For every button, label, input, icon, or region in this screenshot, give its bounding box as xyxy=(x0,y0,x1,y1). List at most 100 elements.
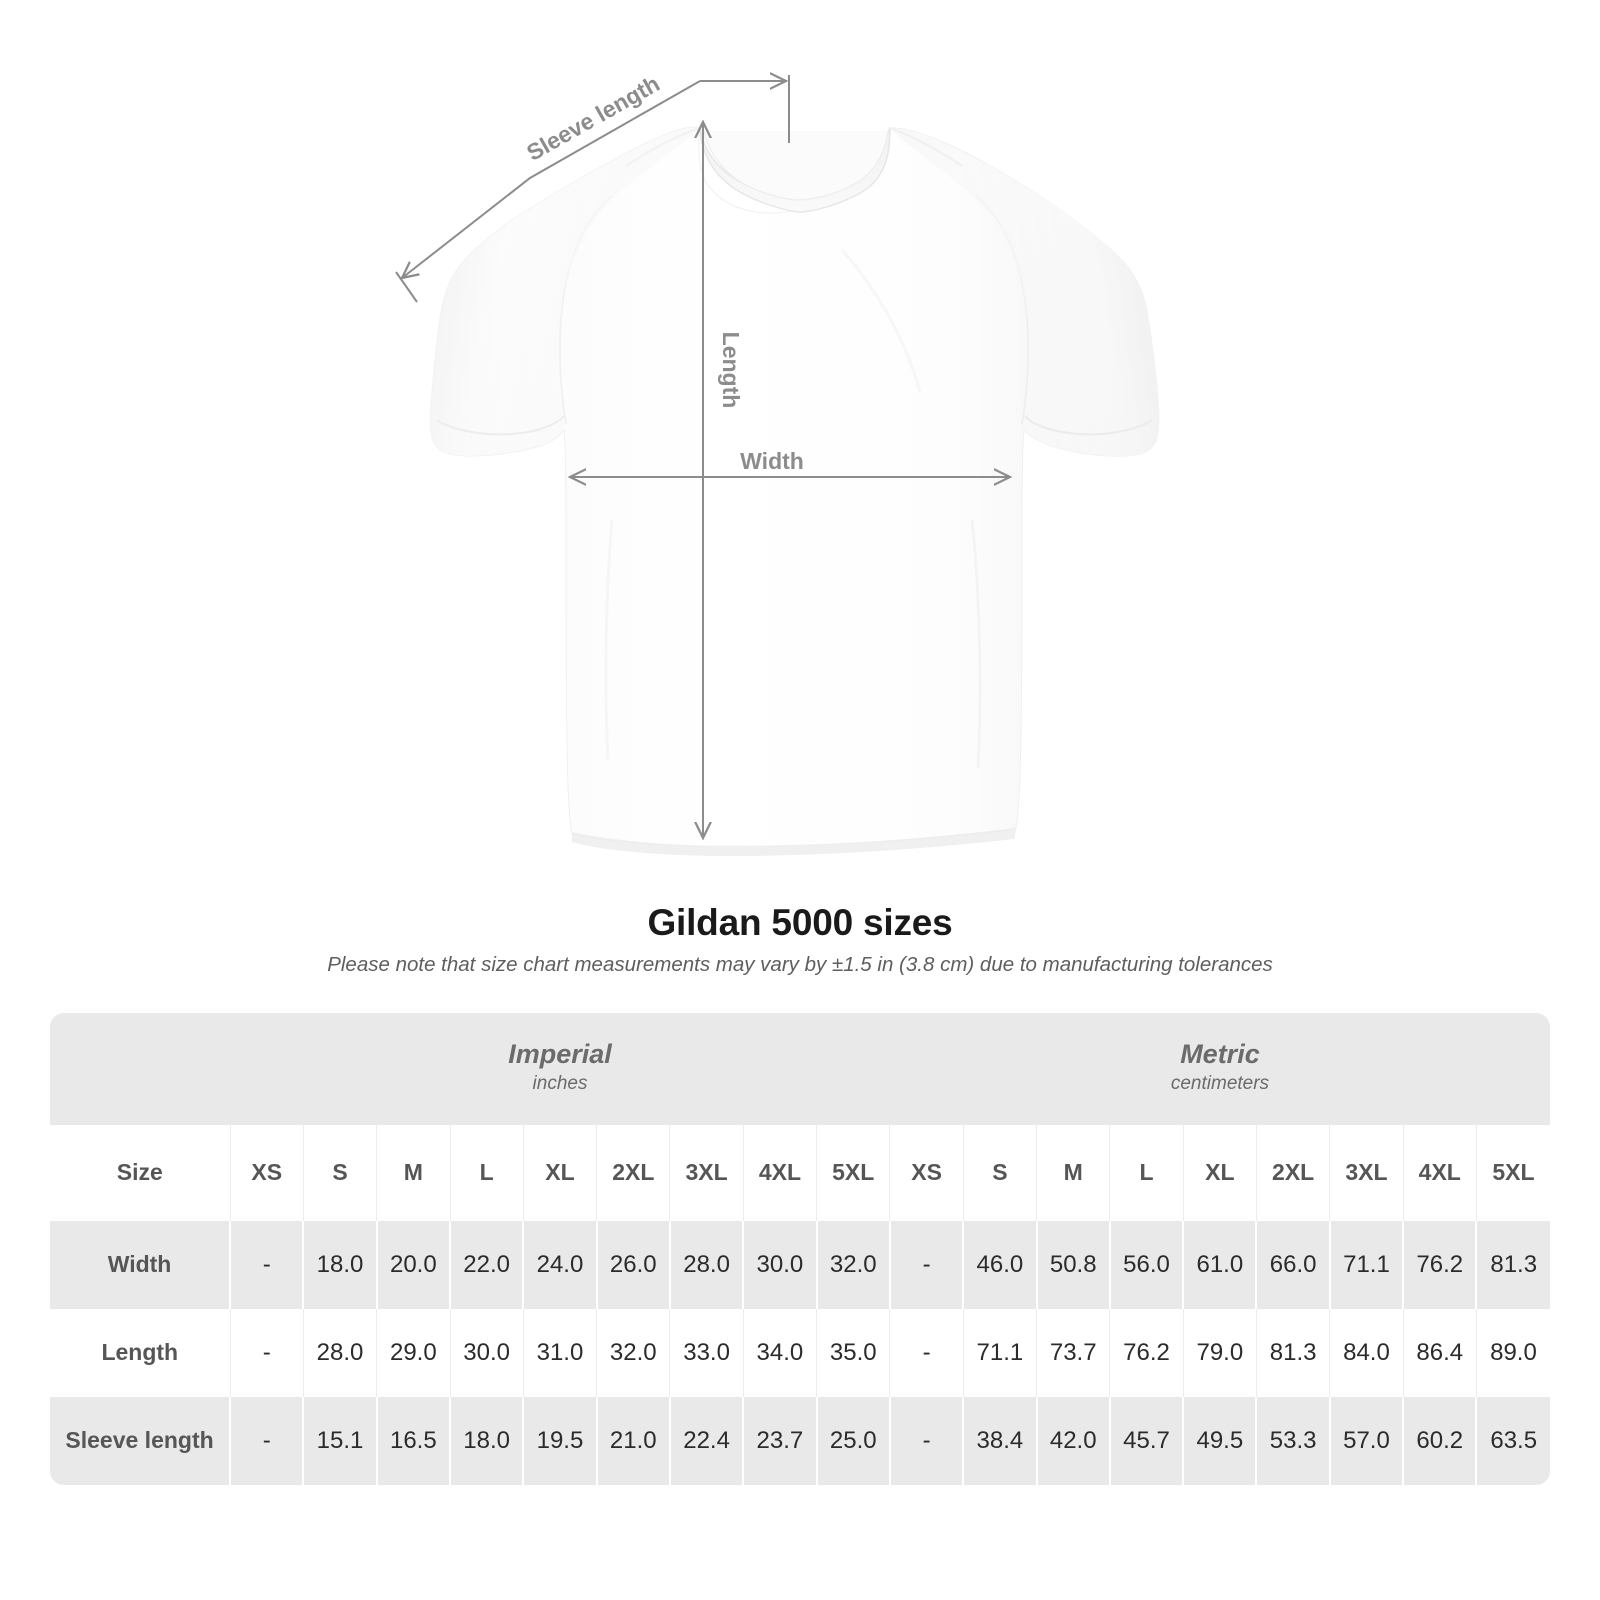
cell-sleeve-length-metric-4xl: 60.2 xyxy=(1403,1396,1478,1485)
cell-length-imperial-xl: 31.0 xyxy=(523,1308,598,1397)
heading-block: Gildan 5000 sizes Please note that size … xyxy=(0,900,1600,979)
cell-width-imperial-xl: 24.0 xyxy=(523,1220,598,1309)
cell-length-metric-2xl: 81.3 xyxy=(1256,1308,1331,1397)
cell-sleeve-length-imperial-3xl: 22.4 xyxy=(669,1396,745,1485)
cell-width-imperial-l: 22.0 xyxy=(450,1220,525,1309)
cell-length-metric-3xl: 84.0 xyxy=(1329,1308,1404,1397)
cell-width-metric-xl: 61.0 xyxy=(1183,1220,1258,1309)
size-header-imperial-xs: XS xyxy=(230,1124,304,1221)
tshirt-right-sleeve xyxy=(890,128,1159,457)
cell-sleeve-length-imperial-xs: - xyxy=(230,1396,305,1485)
cell-width-imperial-3xl: 28.0 xyxy=(669,1220,745,1309)
cell-length-imperial-4xl: 34.0 xyxy=(743,1308,818,1397)
tshirt-left-shoulder-seam xyxy=(625,127,701,167)
tshirt-garment xyxy=(430,126,1160,857)
cell-sleeve-length-imperial-5xl: 25.0 xyxy=(816,1396,891,1485)
cell-sleeve-length-metric-m: 42.0 xyxy=(1036,1396,1111,1485)
cell-width-metric-l: 56.0 xyxy=(1109,1220,1185,1309)
size-header-imperial-xl: XL xyxy=(523,1124,598,1221)
cell-length-imperial-xs: - xyxy=(230,1308,304,1397)
table-row: Width -18.0 20.0 22.0 24.0 26.0 28.0 30.0 32.0-4… xyxy=(50,1220,1550,1309)
size-header-imperial-l: L xyxy=(450,1124,524,1221)
cell-width-metric-5xl: 81.3 xyxy=(1476,1220,1550,1309)
cell-length-imperial-2xl: 32.0 xyxy=(596,1308,671,1397)
size-header-imperial-2xl: 2XL xyxy=(596,1124,671,1221)
row-label-sleeve-length: Sleeve length xyxy=(50,1396,232,1485)
row-label-width: Width xyxy=(50,1220,232,1309)
tshirt-left-sleeve-hem xyxy=(436,415,565,436)
size-header-metric-xl: XL xyxy=(1183,1124,1257,1221)
sleeve-length-arrow xyxy=(402,80,701,278)
size-header-metric-l: L xyxy=(1109,1124,1184,1221)
tolerance-note: Please note that size chart measurements… xyxy=(327,953,1273,977)
cell-length-imperial-s: 28.0 xyxy=(303,1308,378,1397)
tshirt-fold-right xyxy=(970,519,982,769)
cell-sleeve-length-imperial-m: 16.5 xyxy=(376,1396,452,1485)
cell-width-metric-xs: - xyxy=(889,1220,965,1309)
cell-width-imperial-2xl: 26.0 xyxy=(596,1220,671,1309)
cell-length-metric-m: 73.7 xyxy=(1036,1308,1111,1397)
size-header-imperial-5xl: 5XL xyxy=(816,1124,891,1221)
cell-width-imperial-5xl: 32.0 xyxy=(816,1220,891,1309)
cell-length-imperial-l: 30.0 xyxy=(450,1308,524,1397)
size-header-metric-3xl: 3XL xyxy=(1329,1124,1404,1221)
size-header-metric-m: M xyxy=(1036,1124,1111,1221)
size-header-imperial-m: M xyxy=(376,1124,451,1221)
cell-sleeve-length-imperial-l: 18.0 xyxy=(450,1396,525,1485)
cell-length-imperial-3xl: 33.0 xyxy=(669,1308,744,1397)
cell-sleeve-length-imperial-4xl: 23.7 xyxy=(743,1396,818,1485)
unit-row-spacer xyxy=(50,1012,231,1125)
size-header-metric-4xl: 4XL xyxy=(1403,1124,1477,1221)
cell-length-metric-l: 76.2 xyxy=(1109,1308,1184,1397)
tshirt-right-sleeve-hem xyxy=(1024,415,1153,436)
size-table-container: Imperial inches Metric centimeters Size X… xyxy=(50,1012,1550,1485)
cell-length-metric-s: 71.1 xyxy=(963,1308,1038,1397)
size-header-metric-5xl: 5XL xyxy=(1476,1124,1550,1221)
tshirt-fold-left xyxy=(604,519,614,761)
tshirt-illustration: Sleeve length Length Width xyxy=(395,70,1160,857)
cell-length-metric-5xl: 89.0 xyxy=(1476,1308,1550,1397)
row-label-length: Length xyxy=(50,1308,231,1397)
tshirt-hem-shadow xyxy=(572,828,1016,857)
unit-group-imperial-name: Imperial xyxy=(508,1039,612,1070)
cell-width-imperial-xs: - xyxy=(230,1220,305,1309)
cell-sleeve-length-imperial-xl: 19.5 xyxy=(523,1396,598,1485)
unit-group-imperial: Imperial inches xyxy=(230,1012,890,1125)
size-header-imperial-4xl: 4XL xyxy=(743,1124,818,1221)
cell-length-metric-4xl: 86.4 xyxy=(1403,1308,1477,1397)
cell-width-metric-2xl: 66.0 xyxy=(1256,1220,1331,1309)
cell-sleeve-length-metric-xs: - xyxy=(889,1396,965,1485)
tshirt-diagram-svg: Sleeve length Length Width xyxy=(395,70,1160,857)
unit-group-metric-sub: centimeters xyxy=(1170,1073,1270,1095)
tshirt-right-shoulder-seam xyxy=(889,127,963,167)
unit-group-metric: Metric centimeters xyxy=(889,1012,1550,1125)
cell-sleeve-length-metric-2xl: 53.3 xyxy=(1256,1396,1331,1485)
cell-sleeve-length-metric-3xl: 57.0 xyxy=(1329,1396,1405,1485)
tshirt-collar-opening xyxy=(703,130,889,201)
cell-sleeve-length-imperial-s: 15.1 xyxy=(303,1396,378,1485)
cell-length-imperial-5xl: 35.0 xyxy=(816,1308,891,1397)
unit-group-metric-name: Metric xyxy=(1180,1039,1260,1070)
size-header-metric-2xl: 2XL xyxy=(1256,1124,1331,1221)
cell-sleeve-length-metric-xl: 49.5 xyxy=(1183,1396,1258,1485)
length-label: Length xyxy=(718,332,744,409)
table-row: Length -28.0 29.0 30.0 31.0 32.0 33.0 34.0 35.0-… xyxy=(50,1308,1550,1397)
cell-width-metric-4xl: 76.2 xyxy=(1403,1220,1478,1309)
size-corner-label: Size xyxy=(50,1124,231,1221)
cell-sleeve-length-imperial-2xl: 21.0 xyxy=(596,1396,671,1485)
unit-group-row: Imperial inches Metric centimeters xyxy=(50,1012,1550,1125)
cell-length-metric-xs: - xyxy=(889,1308,964,1397)
size-table: Imperial inches Metric centimeters Size X… xyxy=(50,1012,1550,1485)
cell-width-metric-s: 46.0 xyxy=(963,1220,1038,1309)
size-header-metric-s: S xyxy=(963,1124,1038,1221)
sleeve-end-tick xyxy=(395,271,418,303)
cell-width-imperial-s: 18.0 xyxy=(303,1220,378,1309)
cell-width-imperial-m: 20.0 xyxy=(376,1220,452,1309)
cell-sleeve-length-metric-l: 45.7 xyxy=(1109,1396,1185,1485)
table-row: Sleeve length -15.1 16.5 18.0 19.5 21.0 22.4 23… xyxy=(50,1396,1550,1485)
cell-sleeve-length-metric-5xl: 63.5 xyxy=(1476,1396,1550,1485)
size-header-metric-xs: XS xyxy=(889,1124,964,1221)
size-header-imperial-3xl: 3XL xyxy=(669,1124,744,1221)
cell-width-imperial-4xl: 30.0 xyxy=(743,1220,818,1309)
cell-width-metric-3xl: 71.1 xyxy=(1329,1220,1405,1309)
